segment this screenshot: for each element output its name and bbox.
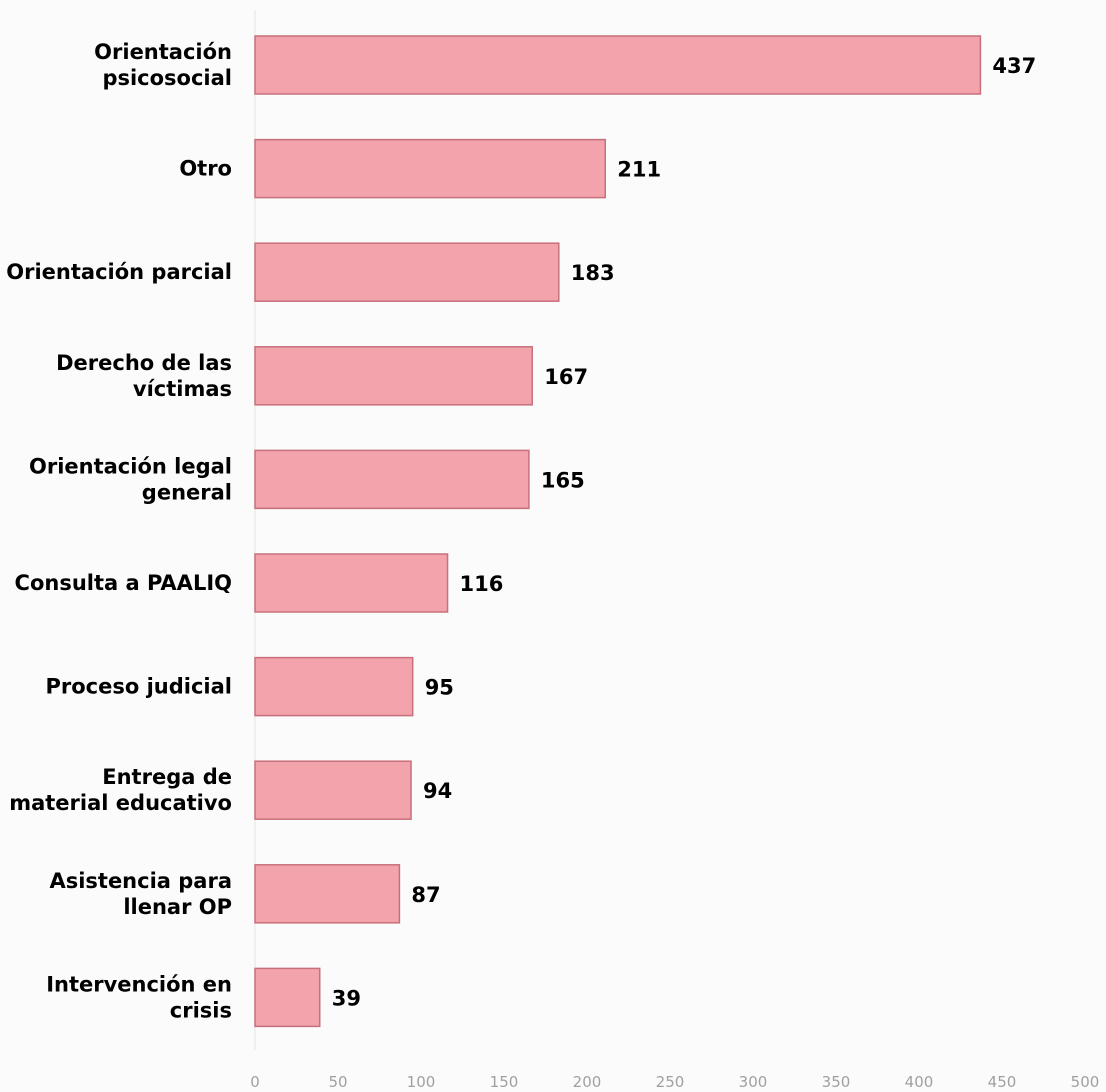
- value-labels-layer: 437 211 183 167 165 116 95 94 87 39: [332, 54, 1037, 1010]
- x-tick-label: 0: [250, 1073, 260, 1091]
- bar: [254, 656, 414, 717]
- x-tick-label: 450: [988, 1073, 1017, 1091]
- x-tick-label: 100: [407, 1073, 436, 1091]
- category-label-line: Asistencia para: [49, 869, 232, 893]
- bar: [254, 967, 321, 1028]
- category-label-line: Otro: [179, 157, 232, 181]
- bar-value-label: 183: [571, 261, 615, 285]
- x-tick-label: 200: [573, 1073, 602, 1091]
- bar: [254, 760, 412, 820]
- bar-value-label: 39: [332, 986, 361, 1010]
- x-tick-label: 350: [822, 1073, 851, 1091]
- bar-value-label: 211: [617, 158, 661, 182]
- category-label-line: Orientación legal: [29, 454, 232, 478]
- category-label: Intervención en crisis: [46, 972, 232, 1022]
- bar-value-label: 165: [541, 468, 585, 492]
- x-tick-label: 300: [739, 1073, 768, 1091]
- category-label-line: llenar OP: [123, 895, 232, 919]
- x-tick-label: 250: [656, 1073, 685, 1091]
- category-label-line: psicosocial: [102, 66, 232, 90]
- category-label-line: material educativo: [9, 791, 232, 815]
- category-labels-layer: Orientación psicosocial Otro Orientación pa…: [6, 40, 232, 1022]
- category-label-line: Entrega de: [102, 765, 232, 789]
- category-label: Consulta a PAALIQ: [15, 571, 232, 595]
- bar: [254, 864, 401, 924]
- category-label-line: Consulta a PAALIQ: [15, 571, 232, 595]
- bar-value-label: 87: [411, 883, 440, 907]
- bar: [254, 242, 560, 302]
- x-axis-ticks-layer: 0 50 100 150 200 250 300 350 400 450 500: [250, 1073, 1099, 1091]
- category-label: Orientación psicosocial: [94, 40, 232, 90]
- bars-layer: [254, 10, 982, 1050]
- category-label-line: general: [142, 480, 232, 504]
- bar: [254, 346, 533, 406]
- category-label-line: Intervención en: [46, 972, 232, 996]
- bar-value-label: 95: [425, 676, 454, 700]
- category-label: Orientación legal general: [29, 454, 232, 504]
- category-label: Asistencia para llenar OP: [49, 869, 232, 919]
- bar: [254, 449, 530, 510]
- category-label-line: crisis: [170, 998, 232, 1022]
- bar: [254, 35, 982, 95]
- bar-value-label: 437: [992, 54, 1036, 78]
- bar-value-label: 116: [460, 572, 504, 596]
- category-label: Orientación parcial: [6, 260, 232, 284]
- category-label: Entrega de material educativo: [9, 765, 232, 815]
- category-label-line: víctimas: [133, 377, 232, 401]
- category-label: Proceso judicial: [46, 675, 233, 699]
- bar: [254, 553, 449, 613]
- category-label: Otro: [179, 157, 232, 181]
- category-label-line: Derecho de las: [56, 351, 232, 375]
- category-label: Derecho de las víctimas: [56, 351, 232, 401]
- bar: [254, 138, 607, 199]
- category-label-line: Proceso judicial: [46, 675, 233, 699]
- x-tick-label: 50: [328, 1073, 347, 1091]
- bar-value-label: 94: [423, 779, 452, 803]
- x-tick-label: 400: [905, 1073, 934, 1091]
- category-label-line: Orientación: [94, 40, 232, 64]
- x-tick-label: 500: [1071, 1073, 1100, 1091]
- x-tick-label: 150: [490, 1073, 519, 1091]
- category-label-line: Orientación parcial: [6, 260, 232, 284]
- bar-value-label: 167: [544, 365, 588, 389]
